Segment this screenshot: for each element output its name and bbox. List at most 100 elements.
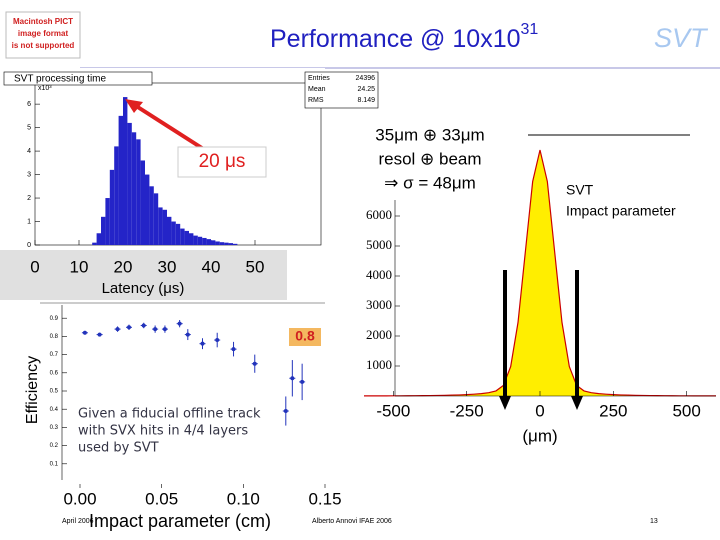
hist-bar [131,132,137,245]
hist-bar [233,243,238,245]
y-tick-label: 0.1 [50,461,59,467]
slide-title: Performance @ 10x1031 [270,21,538,52]
annotation: 20 μs [199,151,246,172]
stats-label: Entries [308,75,330,82]
footer-author: Alberto Annovi IFAE 2006 [312,518,392,525]
x-tick-label: 0.05 [145,489,178,508]
y-tick-label: 0.8 [50,334,59,340]
y-tick-label: 4 [27,148,31,155]
hist-bar [215,241,220,245]
hist-bar [162,209,167,245]
hist-bar [123,97,128,245]
y-axis-label: Efficiency [24,356,41,424]
y-tick-label: 3000 [366,297,392,312]
hist-bar [193,235,198,245]
hist-bar [180,228,185,245]
point [200,341,205,346]
hist-bar [149,186,154,245]
y-multiplier: x10³ [38,85,52,92]
point [177,321,182,326]
logo: SVT [654,23,709,53]
arrow-head [571,396,583,410]
point [290,376,295,381]
annotation-arrow [131,102,207,152]
point [252,361,257,366]
hist-bar [118,115,123,245]
x-tick-label: 500 [672,401,700,420]
x-tick-label: 50 [246,257,265,276]
area-fill [364,150,716,396]
chart-title: SVT [566,182,594,198]
y-tick-label: 1000 [366,357,392,372]
point [115,327,120,332]
page-number: 13 [650,518,658,525]
point [231,347,236,352]
note: Given a fiducial offline track [78,407,261,422]
annotation-box [289,328,321,346]
point [153,327,158,332]
x-tick-label: 30 [158,257,177,276]
placeholder-text: is not supported [12,41,75,50]
hist-bar [96,233,101,245]
hist-title-box [3,71,153,86]
point [82,330,87,335]
point [162,327,167,332]
point [300,379,305,384]
point [127,325,131,330]
hist-bar [224,242,229,245]
x-tick-label: 40 [202,257,221,276]
stats-value: 24396 [356,75,376,82]
point [283,409,288,414]
hist-bar [105,198,110,245]
y-tick-label: 2000 [366,327,392,342]
y-tick-label: 5000 [366,237,392,252]
x-tick-label: 250 [599,401,627,420]
point [141,323,146,328]
y-tick-label: 4000 [366,267,392,282]
hist-bar [175,223,181,245]
point [97,332,102,337]
x-tick-label: -500 [376,401,410,420]
hist-bar [140,160,145,245]
stats-label: Mean [308,86,326,93]
y-tick-label: 0.7 [50,352,59,358]
x-tick-label: -250 [450,401,484,420]
y-tick-label: 3 [27,171,31,178]
hist-bar [145,174,150,245]
hist-bar [158,207,163,245]
hist-label-band [0,250,287,300]
note: used by SVT [78,441,159,456]
point [185,332,190,337]
hist-bar [114,146,119,245]
placeholder-text: image format [18,29,69,38]
annotation-box [177,146,267,178]
annotation: 0.8 [295,328,315,344]
x-axis-label: Impact parameter (cm) [89,511,271,531]
placeholder-text: Macintosh PICT [13,17,73,26]
y-tick-label: 6000 [366,207,392,222]
hist-bar [228,243,233,245]
y-tick-label: 0.2 [50,443,59,449]
y-tick-label: 0.3 [50,425,59,431]
annotation: ⇒ σ = 48μm [384,173,476,192]
hist-bar [197,236,203,245]
stats-value: 8.149 [357,97,375,104]
x-axis-label: (μm) [522,426,557,445]
hist-title: SVT processing time [14,74,107,85]
stats-box [304,71,379,109]
hist-bar [101,216,106,245]
hist-bar [202,237,207,245]
x-tick-label: 20 [114,257,133,276]
hist-bar [153,193,159,245]
hist-bar [109,169,115,245]
hist-bar [167,216,172,245]
annotation: 35μm ⊕ 33μm [375,125,484,144]
annotation-arrow-head [125,99,143,113]
hist-bar [136,139,141,245]
hist-bar [189,233,194,245]
title-sup: 31 [521,21,539,38]
hist-bar [206,239,211,245]
x-tick-label: 0 [535,401,544,420]
y-tick-label: 0.5 [50,389,59,395]
